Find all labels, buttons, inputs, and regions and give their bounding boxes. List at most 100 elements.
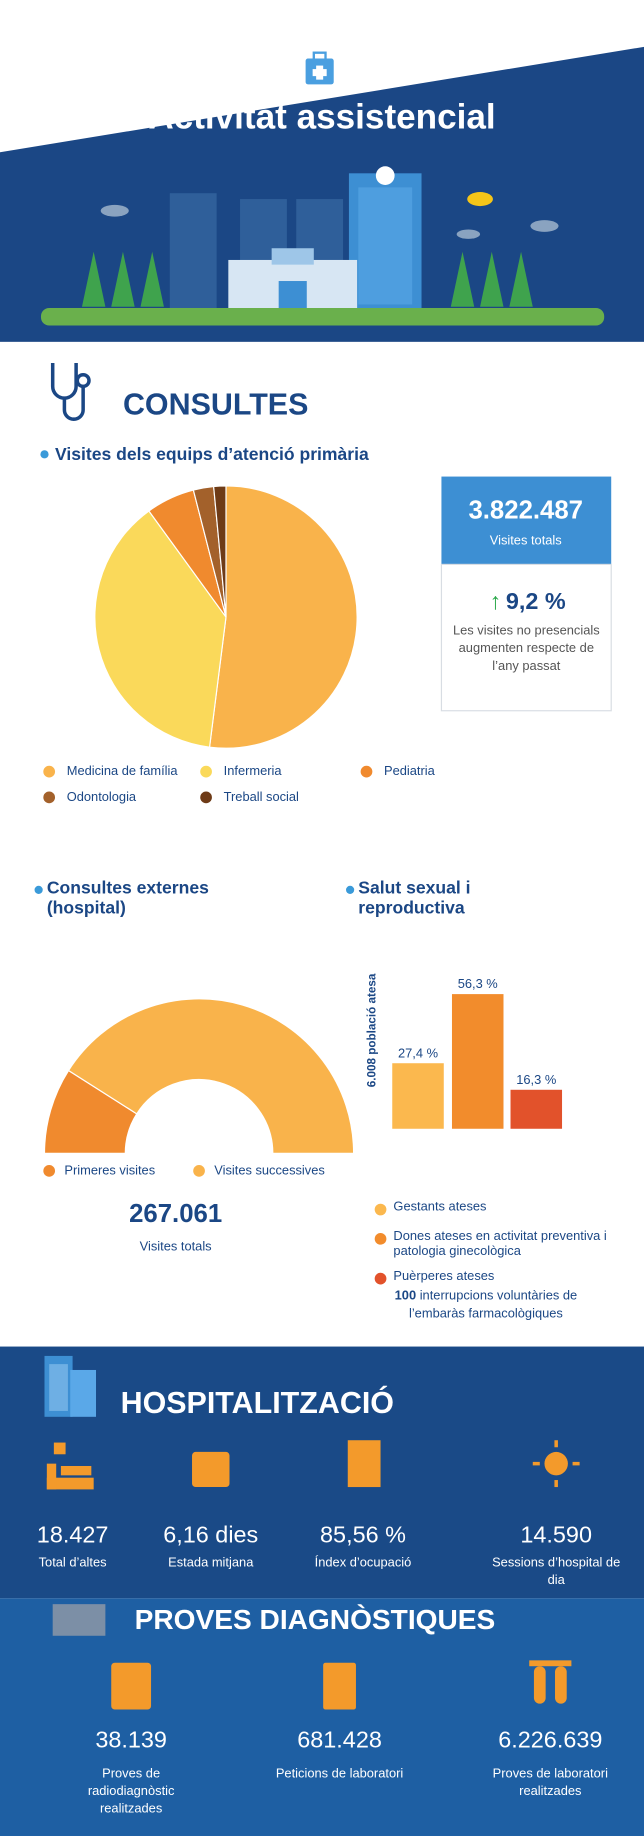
- bullet: [40, 450, 49, 459]
- heading-box: Consultes externes (hospital): [46, 878, 209, 919]
- bar: [510, 1089, 563, 1129]
- stethoscope-icon: [50, 362, 91, 421]
- pie-slice: [213, 485, 227, 618]
- chart-heading: Consultes externes (hospital): [46, 878, 209, 919]
- stat-value: 85,56 %: [320, 1521, 406, 1547]
- total-box: [441, 476, 612, 565]
- legend-label-box: Gestants ateses: [393, 1200, 487, 1215]
- bullet: [346, 885, 355, 894]
- stat-value: 6.226.639: [498, 1726, 602, 1752]
- chart-heading: Salut sexual i reproductiva: [358, 878, 471, 919]
- legend-label: Puèrperes ateses: [393, 1269, 495, 1284]
- stat-label: Sessions d’hospital de dia: [492, 1556, 621, 1588]
- stat-value: 38.139: [95, 1726, 167, 1752]
- stat-label-box: Peticions de laboratori: [275, 1766, 404, 1781]
- y-axis-label: 6.008 població atesa: [365, 973, 378, 1087]
- legend: Gestants ateses Dones ateses en activitat…: [374, 1200, 607, 1285]
- stat-label: Peticions de laboratori: [275, 1766, 404, 1781]
- stat-label-box: Proves de laboratori realitzades: [492, 1766, 608, 1799]
- legend-swatch: [43, 1165, 56, 1177]
- legend: Medicina de família Infermeria Pediatria Od…: [43, 763, 436, 804]
- bar-value-label: 56,3 %: [458, 976, 498, 991]
- section-title: PROVES DIAGNÒSTIQUES: [135, 1604, 496, 1635]
- section-title: CONSULTES: [123, 387, 308, 421]
- legend-swatch: [43, 765, 56, 778]
- legend-label: Medicina de família: [67, 763, 179, 778]
- legend-swatch: [43, 791, 56, 804]
- xray-icon: [52, 1604, 106, 1636]
- ive-number: 100: [394, 1289, 417, 1304]
- stat-icons: [46, 1440, 580, 1490]
- ive-text: interrupcions voluntàries de l’embaràs f…: [408, 1289, 578, 1321]
- stat-label-box: Sessions d’hospital de dia: [492, 1556, 621, 1588]
- legend-label: Dones ateses en activitat preventiva i p…: [393, 1229, 607, 1259]
- legend-swatch: [374, 1203, 387, 1216]
- stat-label-box: Total d’altes: [38, 1556, 107, 1571]
- change-value: 9,2 %: [506, 588, 566, 614]
- bar-value-label: 27,4 %: [398, 1045, 438, 1060]
- bullet: [34, 885, 43, 894]
- pie-slice: [208, 485, 358, 749]
- legend-label: Visites successives: [214, 1162, 325, 1177]
- donut-segment: [67, 998, 355, 1154]
- stat-label-box: Proves de radiodiagnòstic realitzades: [87, 1766, 175, 1816]
- section-title: HOSPITALITZACIÓ: [121, 1384, 394, 1420]
- total-label: Visites totals: [140, 1238, 212, 1253]
- total-value: 3.822.487: [468, 496, 583, 524]
- legend-label-box: Puèrperes ateses: [393, 1269, 495, 1284]
- stat-label: Total d’altes: [38, 1556, 107, 1571]
- legend-label: Pediatria: [384, 763, 436, 778]
- stats: 38.139 Proves de radiodiagnòstic realitza…: [87, 1726, 608, 1816]
- stat-value: 681.428: [297, 1726, 382, 1752]
- stat-label: Índex d’ocupació: [314, 1556, 412, 1571]
- legend-swatch: [374, 1232, 387, 1245]
- total-value: 267.061: [129, 1200, 222, 1228]
- bar-value-label: 16,3 %: [516, 1072, 556, 1087]
- stat-value: 18.427: [37, 1521, 109, 1547]
- bar: [392, 1063, 444, 1129]
- heading-box: Salut sexual i reproductiva: [358, 878, 471, 919]
- legend-swatch: [374, 1272, 387, 1285]
- legend-label: Odontologia: [67, 789, 137, 804]
- up-arrow: ↑: [489, 588, 501, 614]
- briefcase-icon: [305, 51, 334, 85]
- legend-swatch: [193, 1165, 205, 1177]
- ive-box: 100 interrupcions voluntàries de l’embar…: [369, 1288, 603, 1323]
- hospital-icon: [44, 1355, 97, 1417]
- stat-label-box: Estada mitjana: [168, 1556, 254, 1571]
- legend-label: Gestants ateses: [393, 1200, 487, 1215]
- city-illustration: [40, 166, 605, 326]
- legend-label: Infermeria: [224, 763, 283, 778]
- legend-label-box: Dones ateses en activitat preventiva i p…: [393, 1229, 607, 1259]
- hospitalitzacio-bg: [0, 1346, 644, 1599]
- stat-label-box: Índex d’ocupació: [314, 1556, 412, 1571]
- legend-swatch: [200, 765, 212, 778]
- legend-swatch: [360, 765, 373, 778]
- change-label-box: Les visites no presencials augmenten res…: [452, 624, 600, 673]
- legend-label: Treball social: [224, 789, 299, 804]
- bar: [451, 994, 504, 1129]
- proves-bg: [0, 1598, 644, 1836]
- stat-value: 6,16 dies: [163, 1521, 258, 1547]
- stat-label: Proves de laboratori realitzades: [492, 1766, 608, 1799]
- proves-icons: [111, 1660, 572, 1710]
- stats: 18.427 Total d’altes 6,16 dies Estada mitja…: [37, 1521, 621, 1588]
- stat-label: Estada mitjana: [168, 1556, 254, 1571]
- chart-heading: Visites dels equips d’atenció primària: [55, 444, 369, 464]
- pie-chart: [94, 485, 358, 749]
- pie-slice: [94, 510, 227, 748]
- header-title: Activitat assistencial: [148, 98, 495, 137]
- legend-swatch: [200, 791, 212, 804]
- change-box: [440, 563, 612, 712]
- change-label: Les visites no presencials augmenten res…: [452, 624, 600, 673]
- half-donut-chart: [43, 998, 355, 1154]
- ive-note: 100 interrupcions voluntàries de l’embar…: [369, 1288, 603, 1323]
- legend: Primeres visites Visites successives: [43, 1162, 325, 1177]
- bar-chart: 27,4 % 56,3 % 16,3 % 6.008 població atesa: [365, 973, 563, 1129]
- total-label: Visites totals: [490, 532, 562, 547]
- stat-label: Proves de radiodiagnòstic realitzades: [87, 1766, 175, 1816]
- stat-value: 14.590: [520, 1521, 592, 1547]
- legend-label: Primeres visites: [64, 1162, 155, 1177]
